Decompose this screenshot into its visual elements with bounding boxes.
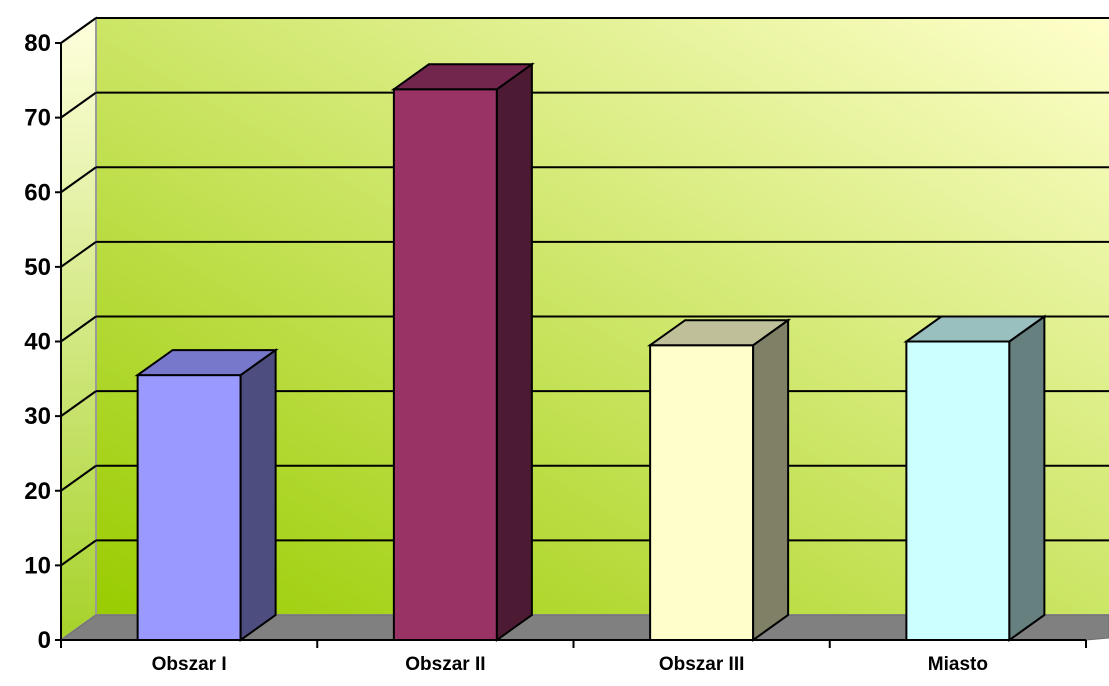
gridline-side — [60, 17, 97, 44]
y-tick-label: 80 — [24, 30, 51, 57]
y-tick-label: 0 — [38, 627, 51, 654]
bar-top — [134, 349, 279, 377]
bar-side — [239, 348, 277, 642]
bar-front — [136, 374, 242, 641]
x-tick-label: Obszar III — [659, 654, 745, 675]
x-tick-label: Miasto — [928, 654, 988, 675]
y-tick-label: 40 — [24, 329, 51, 356]
bar-side — [752, 318, 790, 642]
gridline-side — [60, 539, 97, 567]
bar-1 — [134, 348, 279, 642]
y-tick-label: 30 — [24, 403, 51, 430]
gridline-side — [60, 91, 97, 119]
x-tick-label: Obszar II — [405, 654, 485, 675]
y-tick-label: 70 — [24, 105, 51, 132]
bar-front — [905, 340, 1011, 641]
bars — [134, 62, 1048, 642]
bar-4 — [903, 314, 1048, 642]
y-tick-label: 10 — [24, 552, 51, 579]
y-tick-label: 20 — [24, 478, 51, 505]
gridline-side — [60, 315, 97, 343]
gridline-side — [60, 241, 97, 268]
y-tick-label: 60 — [24, 179, 51, 206]
x-tick-label: Obszar I — [152, 654, 227, 675]
bar-side — [1008, 314, 1046, 642]
bar-3 — [647, 318, 792, 642]
bar-front — [392, 88, 498, 641]
bar-top — [647, 319, 792, 347]
bar-side — [495, 62, 533, 642]
gridline-side — [60, 166, 97, 194]
y-tick-label: 50 — [24, 254, 51, 281]
bar-top — [903, 315, 1048, 343]
bar-top — [390, 63, 535, 91]
gridline-side — [60, 390, 97, 417]
tick-labels: 0 10 20 30 40 50 60 70 80 Obszar I Obszar II Obszar… — [24, 30, 988, 675]
bar-front — [649, 344, 755, 641]
bar-2 — [390, 62, 535, 642]
gridline-side — [60, 464, 97, 492]
